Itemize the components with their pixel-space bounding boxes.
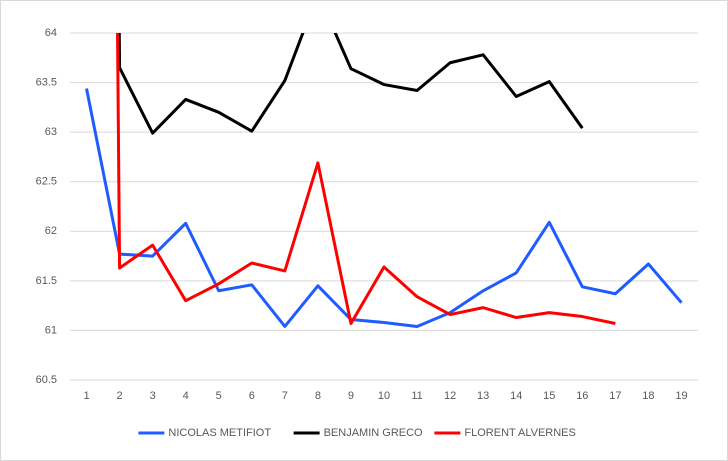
- y-tick-label: 60.5: [36, 374, 57, 386]
- y-tick-label: 63: [45, 126, 57, 138]
- y-tick-label: 63.5: [36, 76, 57, 88]
- y-tick-label: 61: [45, 324, 57, 336]
- x-tick-label: 2: [117, 390, 123, 402]
- x-tick-label: 7: [282, 390, 288, 402]
- series-line: [116, 33, 616, 325]
- x-tick-label: 14: [510, 390, 522, 402]
- x-tick-label: 15: [543, 390, 555, 402]
- x-tick-label: 3: [150, 390, 156, 402]
- x-tick-label: 16: [576, 390, 588, 402]
- y-tick-label: 62: [45, 225, 57, 237]
- x-tick-label: 19: [675, 390, 687, 402]
- y-tick-label: 61.5: [36, 275, 57, 287]
- x-tick-label: 5: [216, 390, 222, 402]
- series-line: [117, 33, 584, 135]
- x-tick-label: 13: [477, 390, 489, 402]
- x-tick-label: 18: [642, 390, 654, 402]
- legend-label: NICOLAS METIFIOT: [168, 427, 271, 439]
- x-tick-label: 4: [183, 390, 189, 402]
- x-tick-label: 10: [378, 390, 390, 402]
- x-tick-label: 9: [348, 390, 354, 402]
- y-tick-label: 64: [45, 27, 57, 39]
- series-line: [85, 88, 683, 328]
- y-tick-label: 62.5: [36, 176, 57, 188]
- x-tick-label: 11: [411, 390, 422, 402]
- legend-label: BENJAMIN GRECO: [324, 427, 423, 439]
- x-tick-label: 12: [444, 390, 456, 402]
- x-tick-label: 8: [315, 390, 321, 402]
- x-tick-label: 17: [609, 390, 621, 402]
- x-tick-label: 6: [249, 390, 255, 402]
- legend-label: FLORENT ALVERNES: [464, 427, 575, 439]
- x-tick-label: 1: [83, 390, 89, 402]
